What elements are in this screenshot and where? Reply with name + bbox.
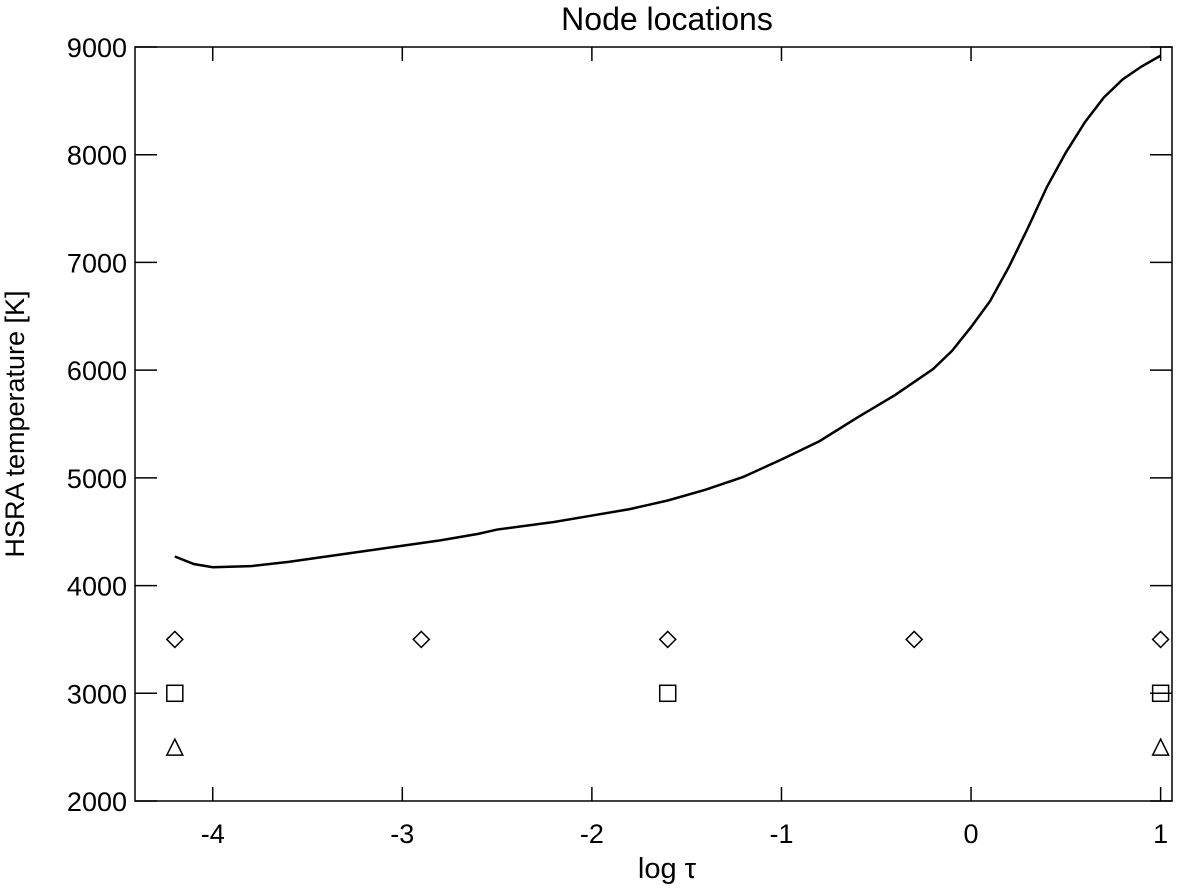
square-marker [658,684,677,703]
y-tick-label: 8000 [67,141,127,171]
x-tick-label: -3 [390,819,414,849]
diamond-marker [658,630,677,649]
y-tick-label: 2000 [67,787,127,817]
diamond-marker [412,630,431,649]
y-tick-label: 3000 [67,679,127,709]
triangle-marker [1151,737,1170,756]
square-marker [1151,684,1170,703]
temperature-line [174,54,1162,569]
square-marker [166,684,184,703]
diamond-marker [165,630,184,649]
y-tick-label: 9000 [67,33,127,63]
x-tick-label: -2 [580,819,604,849]
y-axis-label: HSRA temperature [K] [0,290,30,557]
x-tick-label: 1 [1153,819,1168,849]
y-tick-label: 4000 [67,572,127,602]
x-tick-label: -1 [769,819,793,849]
plot-frame [134,46,1173,802]
y-tick-label: 6000 [67,356,127,386]
diamond-marker [1151,630,1170,649]
x-tick-label: 0 [964,819,979,849]
y-tick-label: 5000 [67,464,127,494]
x-tick-label: -4 [201,819,225,849]
triangle-marker [165,737,185,756]
diamond-marker [905,630,924,649]
chart-title: Node locations [561,1,773,37]
y-tick-label: 7000 [67,248,127,278]
x-axis-label: log τ [638,853,697,885]
